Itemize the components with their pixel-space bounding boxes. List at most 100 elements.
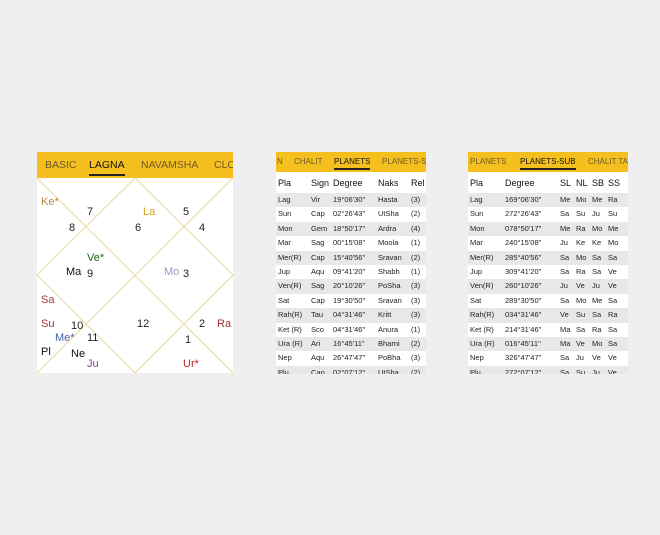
table-cell: Su	[608, 209, 618, 219]
table-cell: Bharni	[378, 338, 400, 348]
table-cell: Sa	[608, 295, 618, 305]
table-cell: (1)	[411, 324, 421, 334]
chart-label: 8	[69, 222, 76, 234]
table-cell: Ve	[608, 353, 617, 363]
table-cell: Sag	[311, 238, 325, 248]
column-header: Sign	[311, 178, 330, 188]
table-row[interactable]: Mon 078°50'17" Me Ra Mo Me	[468, 221, 628, 237]
table-cell: Ari	[311, 338, 321, 348]
table-cell: Ju	[592, 281, 600, 291]
table-row[interactable]: Ven(R) Sag 20°10'26" PoSha (3)	[276, 279, 426, 294]
table-cell: 326°47'47"	[505, 353, 542, 363]
table-cell: Mon	[470, 223, 485, 233]
table-cell: (3)	[411, 281, 421, 291]
table-cell: Su	[576, 209, 586, 219]
table-cell: Sa	[560, 209, 570, 219]
table-row[interactable]: Ket (R) 214°31'46" Ma Sa Ra Sa	[468, 323, 628, 337]
column-header: Degree	[505, 178, 535, 188]
table-cell: Plu	[278, 367, 289, 374]
table-row[interactable]: Mer(R) Cap 15°40'56" Sravan (2)	[276, 250, 426, 265]
table-cell: Ura (R)	[278, 338, 303, 348]
table-row[interactable]: Nep Aqu 26°47'47" PoBha (3)	[276, 351, 426, 365]
table-cell: 214°31'46"	[505, 324, 542, 334]
table-row[interactable]: Ven(R) 260°10'26" Ju Ve Ju Ve	[468, 279, 628, 294]
chart-lines	[37, 178, 233, 373]
table-cell: Su	[576, 367, 586, 374]
chart-label: 3	[183, 268, 190, 280]
panel3-tab-bar: PLANETS PLANETS-SUB CHALIT TA	[468, 152, 628, 172]
table-cell: Vir	[311, 195, 321, 204]
chart-label: Ur*	[183, 358, 199, 370]
tab-chalit-ta[interactable]: CHALIT TA	[588, 157, 628, 166]
table-cell: Shabh	[378, 266, 400, 276]
table-cell: Sa	[608, 338, 618, 348]
table-cell: 15°40'56"	[333, 252, 366, 262]
table-cell: Sa	[560, 367, 570, 374]
table-cell: Kritt	[378, 310, 392, 320]
tab-n[interactable]: N	[277, 157, 283, 166]
table-row[interactable]: Ura (R) 016°45'11" Ma Ve Mo Sa	[468, 336, 628, 352]
chart-label: Pl	[41, 346, 51, 358]
table-row[interactable]: Ura (R) Ari 16°45'11" Bharni (2)	[276, 336, 426, 352]
table-row[interactable]: Rah(R) Tau 04°31'46" Kritt (3)	[276, 308, 426, 323]
table-row[interactable]: Plu Cap 02°07'12" UtSha (2)	[276, 365, 426, 374]
table-cell: 04°31'46"	[333, 324, 366, 334]
planets-table-header: Pla Sign Degree Naks Rel	[276, 176, 426, 190]
table-row[interactable]: Jup Aqu 09°41'20" Shabh (1)	[276, 265, 426, 279]
table-row[interactable]: Mer(R) 285°40'56" Sa Mo Sa Sa	[468, 250, 628, 265]
chart-label: 12	[137, 318, 150, 330]
table-cell: Ket (R)	[278, 324, 302, 334]
table-row[interactable]: Lag Vir 19°06'30" Hasta (3)	[276, 193, 426, 208]
table-row[interactable]: Sun Cap 02°26'43" UtSha (2)	[276, 207, 426, 221]
chart-label: 1	[185, 334, 192, 346]
column-header: Rel	[411, 178, 425, 188]
table-cell: 289°30'50"	[505, 295, 542, 305]
column-header: Degree	[333, 178, 363, 188]
table-cell: (3)	[411, 295, 421, 305]
tab-planets-sub[interactable]: PLANETS-SUB	[520, 152, 576, 172]
table-row[interactable]: Rah(R) 034°31'46" Ve Su Sa Ra	[468, 308, 628, 323]
table-cell: Sa	[592, 252, 602, 262]
table-row[interactable]: Sun 272°26'43" Sa Su Ju Su	[468, 207, 628, 221]
tab-chalit[interactable]: CHALIT	[294, 157, 323, 166]
table-row[interactable]: Mon Gem 18°50'17" Ardra (4)	[276, 221, 426, 237]
tab-lagna[interactable]: LAGNA	[89, 152, 125, 178]
table-cell: 034°31'46"	[505, 310, 542, 320]
table-cell: Mer(R)	[278, 252, 302, 262]
table-row[interactable]: Mar 240°15'08" Ju Ke Ke Mo	[468, 236, 628, 250]
table-row[interactable]: Jup 309°41'20" Sa Ra Sa Ve	[468, 265, 628, 279]
table-row[interactable]: Nep 326°47'47" Sa Ju Ve Ve	[468, 351, 628, 365]
table-cell: Ve	[576, 338, 585, 348]
table-row[interactable]: Ket (R) Sco 04°31'46" Anura (1)	[276, 323, 426, 337]
table-cell: Ra	[576, 223, 586, 233]
panel1-tab-bar: BASIC LAGNA NAVAMSHA CLO	[37, 152, 233, 178]
tab-planets-sub[interactable]: PLANETS-SUB	[382, 157, 426, 166]
table-cell: (1)	[411, 238, 421, 248]
table-row[interactable]: Mar Sag 00°15'08" Moola (1)	[276, 236, 426, 250]
tab-basic[interactable]: BASIC	[45, 159, 77, 171]
chart-label: Ve*	[87, 252, 105, 264]
tab-clo[interactable]: CLO	[214, 159, 233, 171]
table-cell: 272°26'43"	[505, 209, 542, 219]
table-row[interactable]: Lag 169°06'30" Me Mo Me Ra	[468, 193, 628, 208]
table-cell: Ardra	[378, 223, 397, 233]
chart-label: Mo	[164, 266, 180, 278]
table-cell: Lag	[278, 195, 291, 204]
table-row[interactable]: Sat Cap 19°30'50" Sravan (3)	[276, 294, 426, 308]
table-cell: 18°50'17"	[333, 223, 366, 233]
chart-label: 2	[199, 318, 206, 330]
table-cell: Sa	[576, 324, 586, 334]
table-cell: Sa	[560, 353, 570, 363]
tab-planets[interactable]: PLANETS	[470, 157, 507, 166]
table-cell: (4)	[411, 223, 421, 233]
tab-planets[interactable]: PLANETS	[334, 152, 371, 172]
table-row[interactable]: Sat 289°30'50" Sa Mo Me Sa	[468, 294, 628, 308]
table-row[interactable]: Plu 272°07'12" Sa Su Ju Ve	[468, 365, 628, 374]
panel2-tab-bar: N CHALIT PLANETS PLANETS-SUB	[276, 152, 426, 172]
chart-label: Ma	[66, 266, 82, 278]
table-cell: 09°41'20"	[333, 266, 366, 276]
table-cell: Ju	[560, 281, 568, 291]
tab-navamsha[interactable]: NAVAMSHA	[141, 159, 199, 171]
table-cell: UtSha	[378, 367, 399, 374]
table-cell: Sag	[311, 281, 325, 291]
